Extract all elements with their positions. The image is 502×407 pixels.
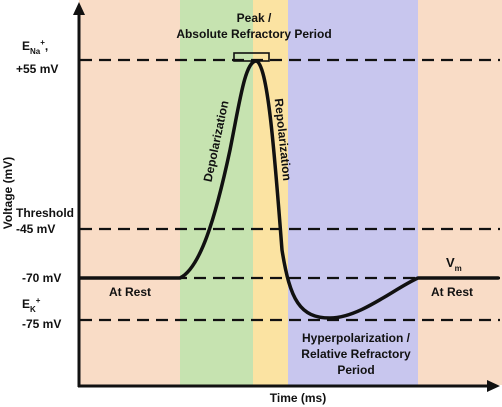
vm-label: Vm — [446, 255, 462, 273]
peak-marker — [233, 52, 270, 62]
ena-label: ENa+, — [22, 38, 48, 56]
ek-sub: K — [30, 305, 36, 314]
hyperpolarization-band — [288, 0, 418, 385]
ena-sub: Na — [30, 47, 41, 56]
ek-mv-label: -75 mV — [22, 317, 61, 331]
x-axis-title: Time (ms) — [270, 391, 326, 405]
ek-label: EK+ — [22, 296, 41, 314]
ek-main: E — [22, 297, 30, 311]
y-axis-title: Voltage (mV) — [1, 157, 15, 229]
y-axis-arrow — [73, 2, 85, 15]
ena-tail: , — [45, 39, 48, 53]
peak-title-line1: Peak / — [237, 11, 272, 25]
threshold-label: Threshold — [16, 206, 74, 220]
rest-band-right — [418, 0, 502, 385]
at-rest-right-label: At Rest — [431, 285, 473, 299]
at-rest-left-label: At Rest — [109, 285, 151, 299]
peak-mv-label: +55 mV — [16, 62, 58, 76]
hyper-line2: Relative Refractory — [301, 347, 411, 361]
rest-mv-label: -70 mV — [22, 271, 61, 285]
vm-sub: m — [455, 264, 462, 273]
hyper-line3: Period — [337, 363, 374, 377]
rest-band-left — [79, 0, 180, 385]
membrane-potential-curve — [78, 59, 500, 320]
ena-main: E — [22, 39, 30, 53]
repolarization-band — [253, 0, 288, 385]
ena-sup: + — [40, 38, 45, 47]
threshold-mv-label: -45 mV — [16, 222, 55, 236]
x-axis-arrow — [487, 380, 500, 392]
peak-title-line2: Absolute Refractory Period — [176, 27, 331, 41]
axes — [73, 2, 500, 392]
hyper-line1: Hyperpolarization / — [302, 331, 411, 345]
ek-sup: + — [36, 296, 41, 305]
vm-main: V — [446, 255, 455, 270]
depolarization-band — [180, 0, 253, 385]
